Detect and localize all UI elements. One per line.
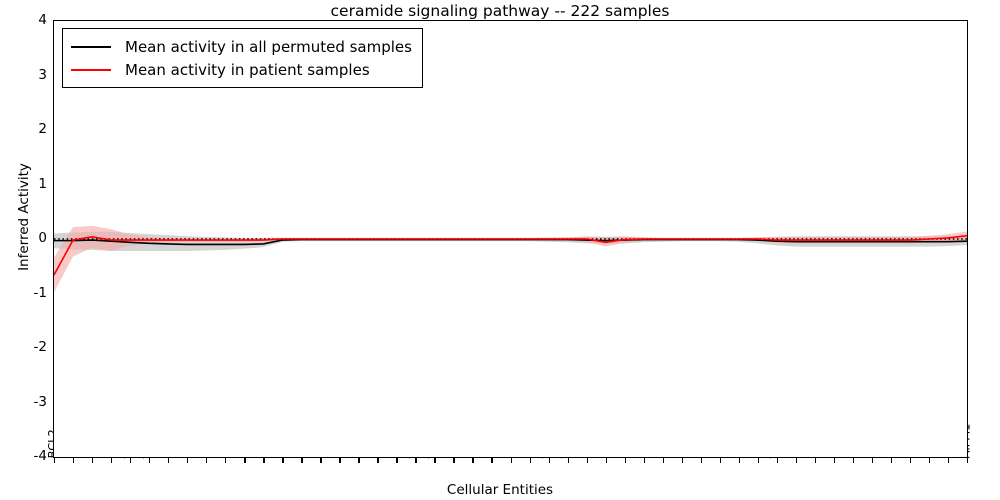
- chart-legend: Mean activity in all permuted samples Me…: [62, 28, 423, 88]
- x-tick-mark: [415, 458, 417, 463]
- x-tick-mark: [719, 458, 722, 463]
- series-line-patient: [54, 234, 967, 276]
- x-tick-mark: [282, 458, 284, 463]
- legend-swatch-permuted: [71, 45, 111, 48]
- x-tick-mark: [624, 458, 626, 463]
- x-tick-mark: [643, 458, 645, 463]
- x-tick-mark: [54, 458, 56, 463]
- x-tick-mark: [928, 458, 931, 463]
- x-tick-mark: [92, 458, 94, 463]
- x-tick-mark: [491, 458, 493, 463]
- x-tick-mark: [472, 458, 474, 463]
- x-tick-mark: [320, 458, 322, 463]
- x-tick-mark: [529, 458, 531, 463]
- legend-label-patient: Mean activity in patient samples: [125, 60, 370, 79]
- chart-title: ceramide signaling pathway -- 222 sample…: [330, 2, 670, 20]
- x-tick-mark: [776, 458, 779, 463]
- x-tick-mark: [130, 458, 132, 463]
- legend-item-patient: Mean activity in patient samples: [71, 58, 412, 81]
- plot-svg: [54, 225, 967, 293]
- x-tick-mark: [434, 458, 436, 463]
- x-tick-mark: [605, 458, 607, 463]
- x-tick-mark: [263, 458, 265, 463]
- x-axis-label: Cellular Entities: [446, 482, 554, 498]
- x-tick-mark: [947, 458, 950, 463]
- x-tick-mark: [757, 458, 760, 463]
- x-tick-mark: [111, 458, 113, 463]
- plot-area: [53, 20, 968, 458]
- x-tick-mark: [510, 458, 512, 463]
- x-tick-mark: [377, 458, 379, 463]
- y-tick-label: 4: [38, 12, 47, 28]
- y-tick-label: -2: [33, 339, 47, 355]
- x-tick-mark: [700, 458, 702, 463]
- x-tick-mark: [681, 458, 683, 463]
- legend-swatch-patient: [71, 68, 111, 71]
- x-tick-mark: [206, 458, 208, 463]
- y-tick-label: -4: [33, 448, 47, 464]
- x-tick-mark: [548, 458, 550, 463]
- x-tick-mark: [871, 458, 874, 463]
- x-tick-mark: [73, 458, 75, 463]
- x-tick-mark: [909, 458, 912, 463]
- x-tick-mark: [833, 458, 836, 463]
- legend-item-permuted: Mean activity in all permuted samples: [71, 35, 412, 58]
- legend-label-permuted: Mean activity in all permuted samples: [125, 37, 412, 56]
- x-tick-mark: [339, 458, 341, 463]
- y-tick-label: -3: [33, 393, 47, 410]
- x-tick-mark: [396, 458, 398, 463]
- y-tick-label: 2: [38, 121, 47, 137]
- x-tick-mark: [453, 458, 455, 463]
- x-tick-mark: [244, 458, 246, 463]
- y-tick-label: -1: [33, 284, 47, 301]
- x-tick-mark: [187, 458, 189, 463]
- plot-clip: [54, 21, 967, 457]
- x-tick-mark: [301, 458, 303, 463]
- x-tick-mark: [358, 458, 360, 463]
- y-tick-label: 1: [38, 175, 47, 192]
- x-tick-mark: [738, 458, 741, 463]
- x-tick-mark: [662, 458, 664, 463]
- x-tick-mark: [586, 458, 588, 463]
- x-tick-mark: [814, 458, 817, 463]
- x-tick-mark: [225, 458, 227, 463]
- y-tick-label: 3: [38, 66, 47, 83]
- x-tick-mark: [567, 458, 569, 463]
- x-tick-mark: [967, 458, 969, 463]
- x-tick-mark: [149, 458, 151, 463]
- y-tick-label: 0: [38, 230, 47, 246]
- x-tick-mark: [852, 458, 855, 463]
- confidence-band-patient: [54, 225, 967, 293]
- x-tick-mark: [890, 458, 893, 463]
- x-tick-mark: [168, 458, 170, 463]
- x-tick-mark: [795, 458, 798, 463]
